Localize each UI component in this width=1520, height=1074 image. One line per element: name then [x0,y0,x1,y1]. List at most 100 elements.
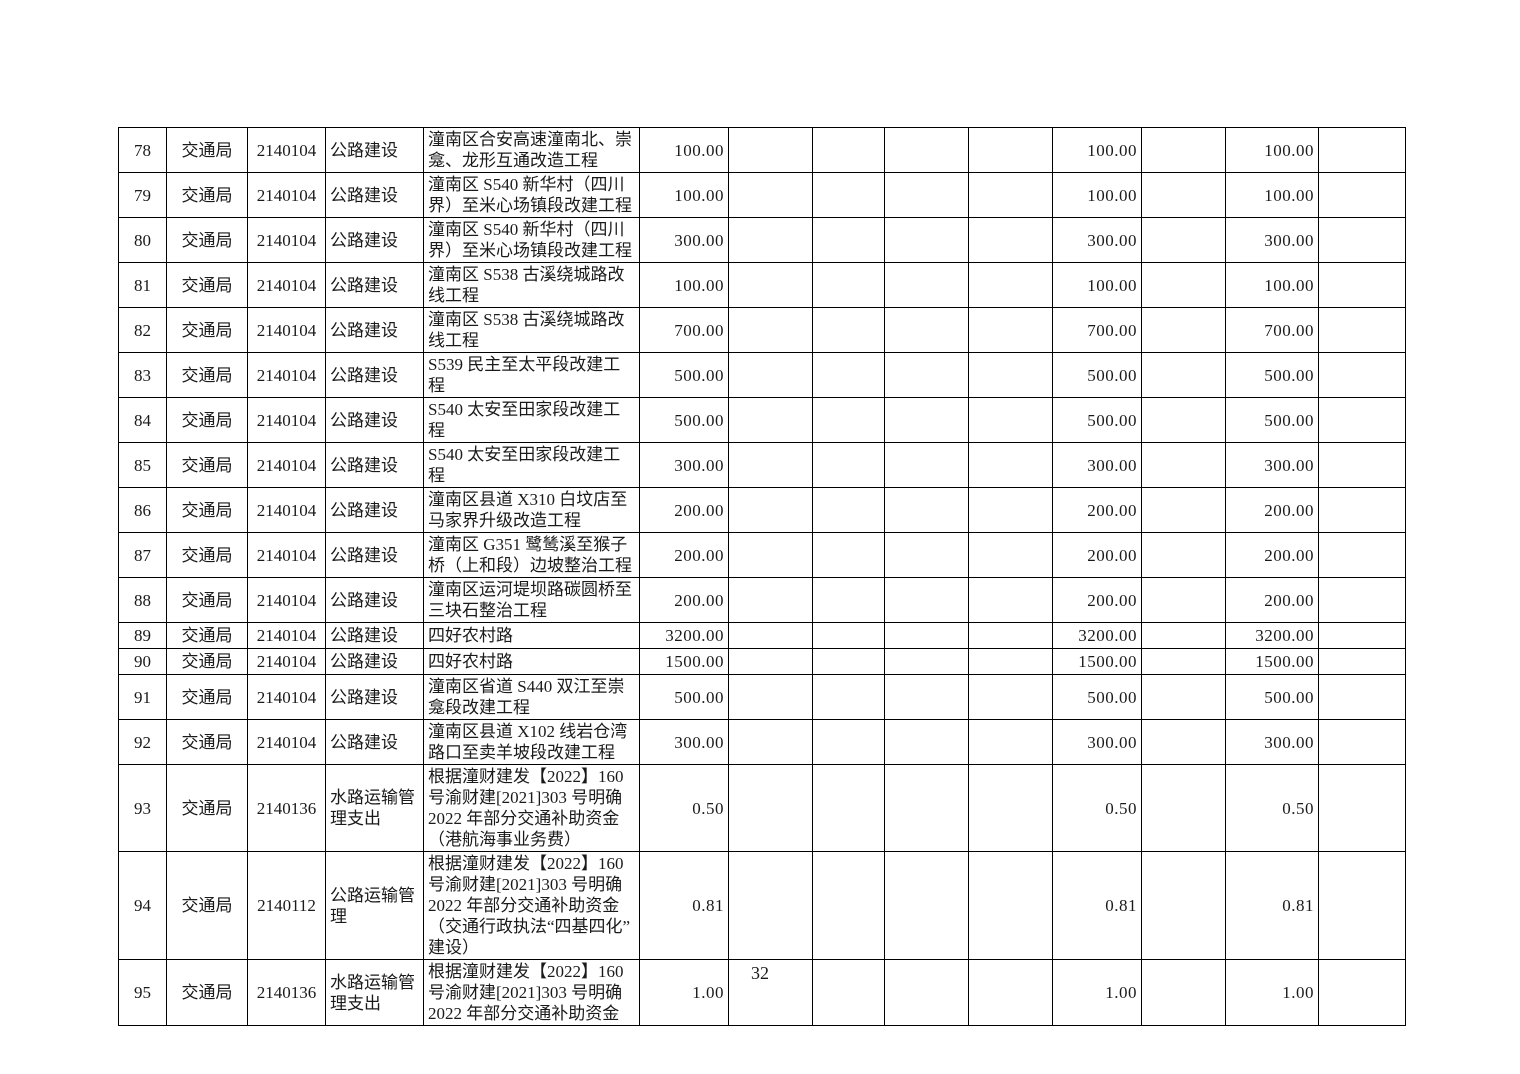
cell-empty [1318,532,1406,578]
cell-empty [968,648,1053,675]
cell-empty [812,487,885,533]
cell-empty [884,127,969,173]
cell-project-name: 根据潼财建发【2022】160 号渝财建[2021]303 号明确 2022 年… [423,959,640,1026]
cell-project-name: S540 太安至田家段改建工程 [423,442,640,488]
cell-project-name: 四好农村路 [423,622,640,649]
cell-department: 交通局 [166,532,248,578]
cell-empty [884,622,969,649]
cell-department: 交通局 [166,622,248,649]
cell-seq-number: 91 [118,674,167,720]
table-row: 92 交通局 2140104 公路建设 潼南区县道 X102 线岩仓湾 路口至卖… [118,719,1406,765]
cell-empty [968,532,1053,578]
cell-empty [968,172,1053,218]
cell-empty [812,172,885,218]
cell-amount-3: 1500.00 [1225,648,1319,675]
cell-empty [968,262,1053,308]
cell-amount-2: 200.00 [1052,577,1142,623]
cell-empty [1141,648,1226,675]
cell-empty [728,764,813,852]
cell-budget-code: 2140104 [247,487,326,533]
cell-category: 公路建设 [325,172,424,218]
cell-empty [1141,487,1226,533]
cell-budget-code: 2140104 [247,577,326,623]
cell-category: 公路建设 [325,577,424,623]
cell-amount-2: 0.50 [1052,764,1142,852]
cell-category: 水路运输管 理支出 [325,764,424,852]
cell-category: 公路建设 [325,648,424,675]
cell-department: 交通局 [166,487,248,533]
cell-seq-number: 87 [118,532,167,578]
cell-amount-3: 0.50 [1225,764,1319,852]
cell-amount-3: 500.00 [1225,674,1319,720]
cell-empty [812,532,885,578]
cell-empty [968,851,1053,960]
cell-empty [728,127,813,173]
table-row: 81 交通局 2140104 公路建设 潼南区 S538 古溪绕城路改 线工程 … [118,262,1406,308]
cell-empty [968,397,1053,443]
cell-empty [728,217,813,263]
cell-project-name: S540 太安至田家段改建工程 [423,397,640,443]
budget-table: 78 交通局 2140104 公路建设 潼南区合安高速潼南北、崇 龛、龙形互通改… [118,127,1406,1026]
cell-amount-1: 700.00 [639,307,729,353]
cell-amount-2: 500.00 [1052,397,1142,443]
cell-amount-1: 300.00 [639,719,729,765]
cell-budget-code: 2140104 [247,442,326,488]
cell-amount-3: 700.00 [1225,307,1319,353]
table-row: 82 交通局 2140104 公路建设 潼南区 S538 古溪绕城路改 线工程 … [118,307,1406,353]
cell-empty [1141,352,1226,398]
cell-seq-number: 80 [118,217,167,263]
cell-amount-2: 300.00 [1052,442,1142,488]
cell-empty [812,577,885,623]
cell-category: 公路建设 [325,622,424,649]
cell-amount-2: 300.00 [1052,217,1142,263]
cell-project-name: 潼南区 S538 古溪绕城路改 线工程 [423,307,640,353]
cell-empty [728,577,813,623]
cell-budget-code: 2140104 [247,307,326,353]
cell-budget-code: 2140136 [247,764,326,852]
cell-seq-number: 79 [118,172,167,218]
cell-amount-3: 200.00 [1225,487,1319,533]
cell-empty [812,719,885,765]
cell-empty [968,959,1053,1026]
cell-department: 交通局 [166,719,248,765]
cell-amount-2: 1.00 [1052,959,1142,1026]
cell-empty [884,352,969,398]
cell-empty [812,397,885,443]
cell-amount-3: 300.00 [1225,217,1319,263]
cell-empty [728,648,813,675]
cell-budget-code: 2140104 [247,532,326,578]
cell-amount-1: 200.00 [639,532,729,578]
cell-department: 交通局 [166,217,248,263]
cell-project-name: 潼南区县道 X310 白坟店至 马家界升级改造工程 [423,487,640,533]
cell-empty [884,307,969,353]
cell-empty [728,307,813,353]
cell-amount-1: 0.50 [639,764,729,852]
cell-empty [812,352,885,398]
table-row: 79 交通局 2140104 公路建设 潼南区 S540 新华村（四川 界）至米… [118,172,1406,218]
cell-seq-number: 88 [118,577,167,623]
cell-amount-2: 100.00 [1052,172,1142,218]
cell-empty [884,217,969,263]
cell-department: 交通局 [166,851,248,960]
cell-empty [812,648,885,675]
cell-project-name: 潼南区合安高速潼南北、崇 龛、龙形互通改造工程 [423,127,640,173]
cell-empty [1318,674,1406,720]
cell-category: 公路建设 [325,674,424,720]
cell-amount-1: 500.00 [639,397,729,443]
cell-empty [812,217,885,263]
cell-empty [1318,648,1406,675]
cell-empty [1318,217,1406,263]
cell-amount-3: 300.00 [1225,442,1319,488]
cell-amount-3: 300.00 [1225,719,1319,765]
cell-empty [884,262,969,308]
cell-empty [728,172,813,218]
cell-seq-number: 84 [118,397,167,443]
cell-amount-1: 500.00 [639,352,729,398]
cell-empty [884,674,969,720]
cell-department: 交通局 [166,172,248,218]
cell-empty [1141,719,1226,765]
cell-empty [884,487,969,533]
cell-amount-2: 500.00 [1052,674,1142,720]
cell-empty [812,262,885,308]
